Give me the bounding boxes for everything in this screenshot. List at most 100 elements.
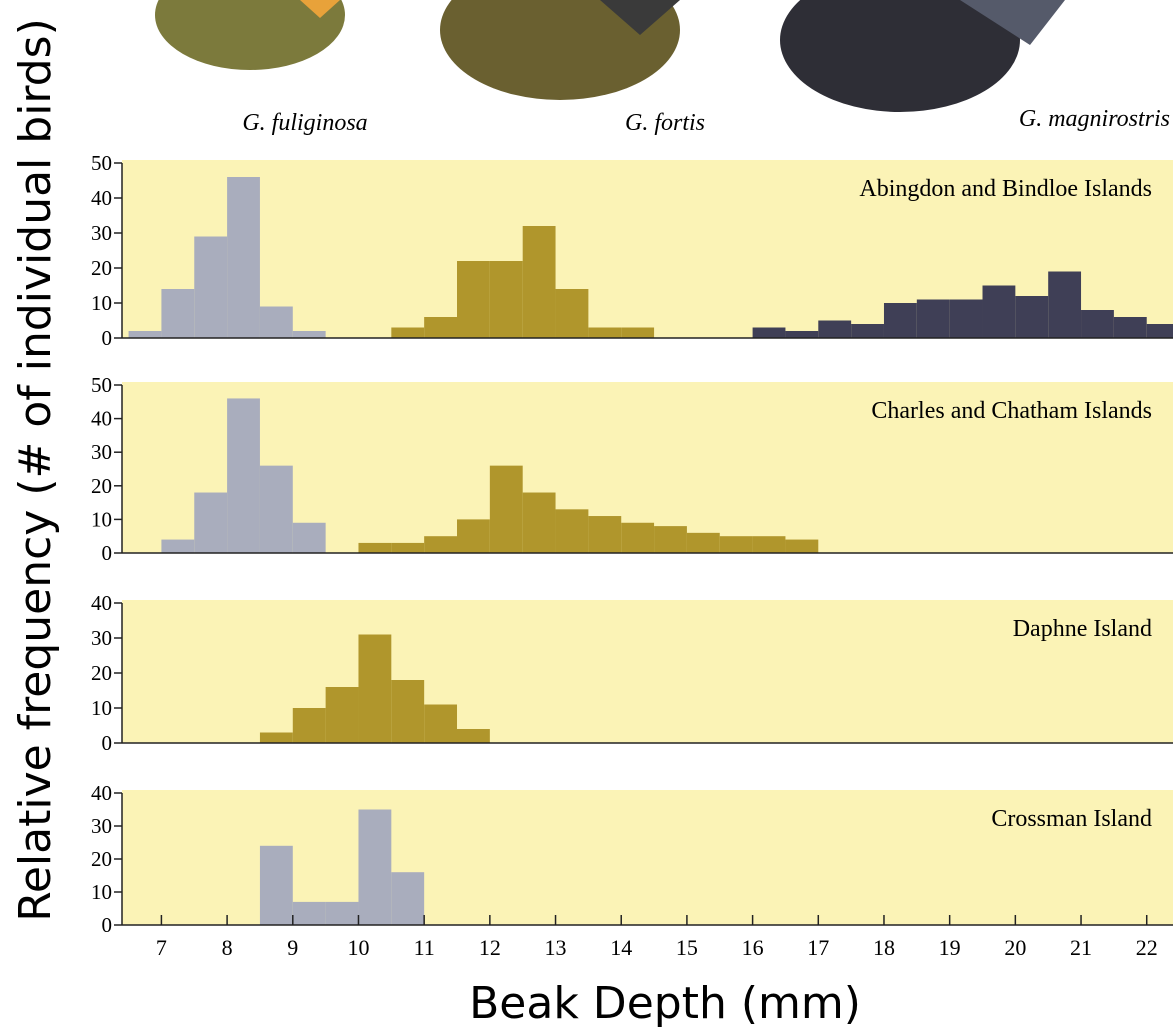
x-tick-label: 19 [939,935,961,960]
figure: G. fuliginosa G. fortis G. magnirostris … [0,0,1173,1029]
histogram-bar [490,466,523,553]
panel-title: Abingdon and Bindloe Islands [859,176,1152,202]
histogram-bar [424,536,457,553]
histogram-bar [457,519,490,553]
histogram-bar [950,300,983,339]
histogram-bar [227,177,260,338]
histogram-bar [227,398,260,553]
y-axis-label: Relative frequency (# of individual bird… [10,18,61,922]
histogram-bar [260,846,293,925]
histogram-bar [588,516,621,553]
species-label: G. magnirostris [1019,106,1170,132]
histogram-bar [358,543,391,553]
histogram-bar [326,902,359,925]
x-tick-label: 22 [1136,935,1158,960]
histogram-bar [161,289,194,338]
y-tick-label: 40 [91,407,112,431]
species-label: G. fortis [625,110,705,136]
y-tick-label: 40 [91,186,112,210]
y-tick-label: 0 [102,326,113,350]
histogram-bar [358,810,391,926]
histogram-bar [917,300,950,339]
histogram-bar [884,303,917,338]
histogram-bar [556,509,589,553]
histogram-bar [785,331,818,338]
y-tick-label: 10 [91,291,112,315]
histogram-bar [260,307,293,339]
histogram-bar [490,261,523,338]
histogram-bar [523,226,556,338]
histogram-bar [753,328,786,339]
panel-title: Crossman Island [991,806,1152,832]
histogram-bar [621,328,654,339]
y-tick-label: 20 [91,661,112,685]
y-tick-label: 0 [102,731,113,755]
x-tick-label: 16 [742,935,764,960]
histogram-bar [1015,296,1048,338]
x-tick-label: 13 [545,935,567,960]
bird-illustrations [155,0,1065,112]
histogram-bar [983,286,1016,339]
histogram-bar [556,289,589,338]
x-tick-label: 18 [873,935,895,960]
x-tick-label: 21 [1070,935,1092,960]
histogram-bar [293,708,326,743]
histogram-bar [129,331,162,338]
y-tick-label: 30 [91,440,112,464]
histogram-bar [687,533,720,553]
y-tick-label: 10 [91,696,112,720]
histogram-bar [358,635,391,744]
histogram-bar [293,902,326,925]
panel-title: Charles and Chatham Islands [871,398,1152,424]
y-tick-label: 20 [91,474,112,498]
y-tick-label: 10 [91,507,112,531]
histogram-bar [1114,317,1147,338]
histogram-bar [785,540,818,553]
x-tick-label: 20 [1004,935,1026,960]
histogram-bar [424,317,457,338]
x-tick-label: 9 [287,935,298,960]
bird-head [780,0,1020,112]
species-label: G. fuliginosa [242,110,367,136]
y-tick-label: 40 [91,781,112,805]
histogram-bar [720,536,753,553]
histogram-bar [588,328,621,339]
x-tick-label: 14 [610,935,632,960]
histogram-bar [621,523,654,553]
y-tick-label: 0 [102,541,113,565]
x-axis-label: Beak Depth (mm) [469,978,861,1029]
histogram-bar [457,729,490,743]
histogram-bar [654,526,687,553]
histogram-bar [194,237,227,339]
x-tick-label: 8 [222,935,233,960]
histogram-bar [523,493,556,553]
x-tick-label: 17 [807,935,829,960]
y-tick-label: 20 [91,847,112,871]
x-tick-label: 15 [676,935,698,960]
y-tick-label: 40 [91,591,112,615]
x-tick-label: 10 [347,935,369,960]
histogram-bar [1147,324,1173,338]
y-tick-label: 30 [91,626,112,650]
histogram-bar [326,687,359,743]
histogram-bar [1081,310,1114,338]
histogram-bar [818,321,851,339]
histogram-bar [391,543,424,553]
y-tick-label: 30 [91,814,112,838]
histogram-bar [194,493,227,553]
x-tick-label: 12 [479,935,501,960]
histogram-bar [293,331,326,338]
histogram-bar [293,523,326,553]
x-tick-label: 7 [156,935,167,960]
histogram-bar [161,540,194,553]
histogram-bar [424,705,457,744]
y-tick-label: 10 [91,880,112,904]
y-tick-label: 30 [91,221,112,245]
histogram-bar [1048,272,1081,339]
x-tick-label: 11 [414,935,435,960]
histogram-bar [260,733,293,744]
